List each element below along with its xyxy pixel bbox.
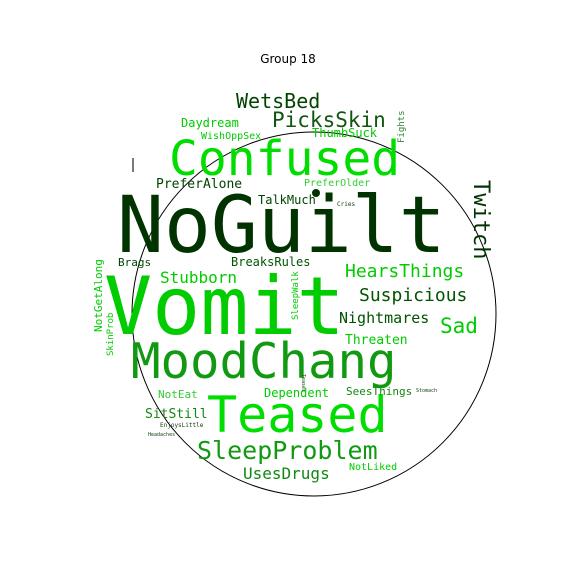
word-stubborn: Stubborn	[160, 268, 237, 287]
word-wetsbed: WetsBed	[236, 89, 320, 113]
word-sad: Sad	[440, 314, 478, 338]
word-brags: Brags	[118, 256, 151, 269]
word-moodchang: MoodChang	[131, 333, 397, 390]
word-hearsthings: HearsThings	[345, 261, 464, 282]
word-nightmares: Nightmares	[339, 309, 429, 327]
word-dot-marker	[312, 189, 320, 197]
word-breaksrules: BreaksRules	[231, 255, 310, 269]
word-sleepproblem: SleepProblem	[197, 436, 378, 465]
word-wishoppsex: WishOppSex	[201, 131, 261, 142]
word-cries: Cries	[337, 201, 355, 208]
word-twitch: Twitch	[468, 180, 493, 259]
word-headaches: Headaches	[148, 432, 175, 438]
word-preferalone: PreferAlone	[156, 177, 242, 192]
word-teases: Teases	[300, 374, 306, 392]
word-vomit: Vomit	[104, 260, 345, 353]
word-seesthings: SeesThings	[346, 385, 412, 398]
word-thumbsuck: ThumbSuck	[312, 126, 378, 140]
word-enjoyslittle: EnjoysLittle	[160, 422, 204, 429]
word-notliked: NotLiked	[349, 462, 397, 473]
cloud-boundary-circle	[131, 131, 497, 497]
word-notgetalong: NotGetAlong	[92, 259, 105, 332]
chart-title: Group 18	[260, 52, 316, 66]
word-threaten: Threaten	[345, 333, 408, 348]
word-teased: Teased	[207, 386, 388, 444]
word-fights: Fights	[397, 110, 407, 143]
word-dependent: Dependent	[264, 386, 329, 400]
word-skinprob: SkinProb	[106, 313, 116, 356]
word-picksskin: PicksSkin	[272, 108, 386, 132]
word-confused: Confused	[169, 131, 400, 187]
word-preferolder: PreferOlder	[304, 178, 370, 189]
word-daydream: Daydream	[181, 116, 239, 130]
word-stomach: Stomach	[416, 388, 437, 394]
word-suspicious: Suspicious	[359, 285, 467, 306]
word-noguilt: NoGuilt	[117, 181, 446, 271]
word-sleepwalk: SleepWalk	[291, 271, 301, 320]
word-noteat: NotEat	[158, 388, 198, 401]
word-usesdrugs: UsesDrugs	[243, 464, 330, 483]
word-sitstill: SitStill	[145, 407, 208, 422]
word-talkmuch: TalkMuch	[258, 193, 316, 207]
